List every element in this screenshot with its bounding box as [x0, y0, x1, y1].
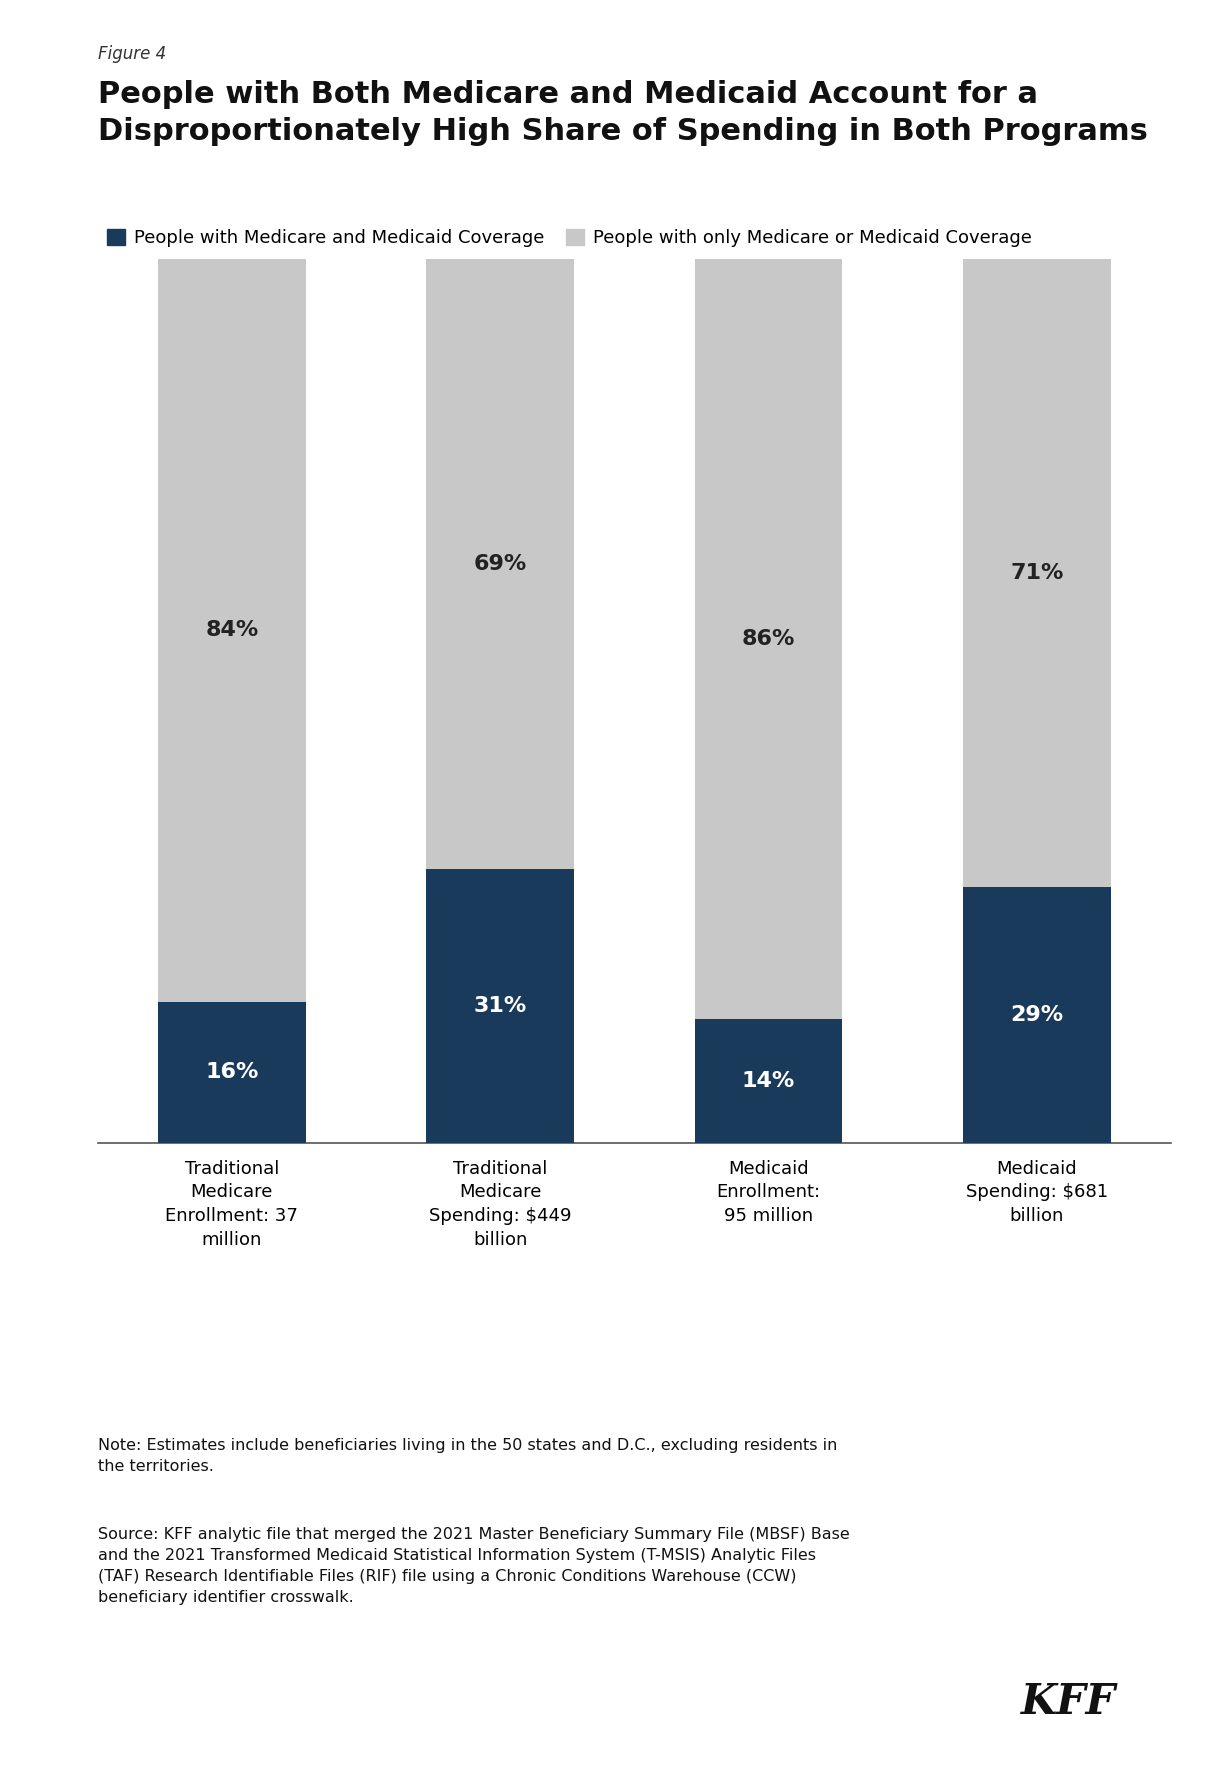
Legend: People with Medicare and Medicaid Coverage, People with only Medicare or Medicai: People with Medicare and Medicaid Covera… [106, 229, 1032, 246]
Text: 31%: 31% [473, 997, 527, 1016]
Text: 69%: 69% [473, 554, 527, 573]
Text: People with Both Medicare and Medicaid Account for a
Disproportionately High Sha: People with Both Medicare and Medicaid A… [98, 80, 1148, 146]
Text: 14%: 14% [742, 1072, 795, 1091]
Bar [695, 259, 843, 1020]
Bar [427, 259, 573, 870]
Text: Source: KFF analytic file that merged the 2021 Master Beneficiary Summary File (: Source: KFF analytic file that merged th… [98, 1527, 849, 1606]
Bar [159, 1002, 305, 1143]
Bar [695, 1020, 843, 1143]
Bar [964, 259, 1111, 886]
Bar [427, 870, 573, 1143]
Text: 84%: 84% [205, 620, 259, 639]
Text: 86%: 86% [742, 629, 795, 648]
Text: Figure 4: Figure 4 [98, 45, 166, 63]
Text: 16%: 16% [205, 1063, 259, 1082]
Text: 29%: 29% [1010, 1006, 1064, 1025]
Bar [159, 259, 305, 1002]
Bar [964, 886, 1111, 1143]
Text: Note: Estimates include beneficiaries living in the 50 states and D.C., excludin: Note: Estimates include beneficiaries li… [98, 1438, 837, 1473]
Text: KFF: KFF [1021, 1681, 1116, 1723]
Text: 71%: 71% [1010, 563, 1064, 582]
